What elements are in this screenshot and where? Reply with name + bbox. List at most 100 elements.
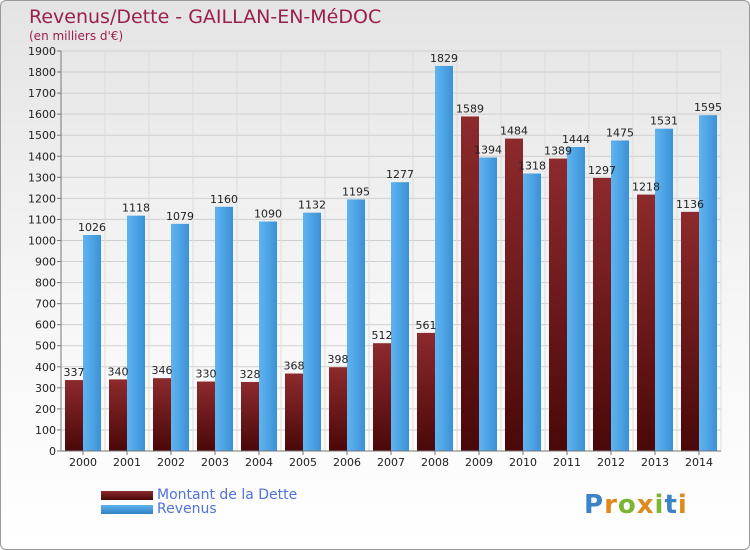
bar-dette — [285, 373, 303, 451]
bar-dette — [65, 380, 83, 451]
data-label-revenus: 1444 — [562, 133, 590, 146]
x-tick-label: 2000 — [69, 456, 97, 469]
x-tick-label: 2014 — [685, 456, 713, 469]
data-label-revenus: 1318 — [518, 160, 546, 173]
y-tick-label: 1300 — [28, 171, 56, 184]
bar-revenus — [127, 215, 145, 451]
bar-revenus — [347, 199, 365, 451]
bar-revenus — [303, 212, 321, 451]
data-label-revenus: 1079 — [166, 210, 194, 223]
bar-revenus — [567, 147, 585, 451]
x-tick-label: 2011 — [553, 456, 581, 469]
legend: Montant de la Dette Revenus — [101, 486, 298, 517]
bar-revenus — [391, 182, 409, 451]
data-label-dette: 330 — [196, 368, 217, 381]
x-tick-label: 2006 — [333, 456, 361, 469]
y-tick-label: 1100 — [28, 213, 56, 226]
data-label-dette: 1589 — [456, 102, 484, 115]
y-tick-label: 1200 — [28, 192, 56, 205]
data-label-revenus: 1475 — [606, 126, 634, 139]
y-tick-label: 400 — [35, 361, 56, 374]
brand-logo: Proxiti — [584, 490, 688, 520]
data-label-dette: 368 — [284, 360, 305, 373]
y-tick-label: 100 — [35, 424, 56, 437]
x-tick-label: 2005 — [289, 456, 317, 469]
y-tick-label: 1500 — [28, 129, 56, 142]
data-label-revenus: 1090 — [254, 208, 282, 221]
legend-swatch-revenus — [101, 504, 153, 514]
bar-dette — [153, 378, 171, 451]
bar-dette — [505, 138, 523, 451]
data-label-revenus: 1277 — [386, 168, 414, 181]
y-tick-label: 700 — [35, 298, 56, 311]
bar-revenus — [479, 157, 497, 452]
data-label-dette: 1389 — [544, 145, 572, 158]
data-label-revenus: 1118 — [122, 202, 150, 215]
y-tick-label: 600 — [35, 319, 56, 332]
data-label-dette: 328 — [240, 368, 261, 381]
data-label-revenus: 1394 — [474, 144, 502, 157]
bar-dette — [593, 177, 611, 451]
y-tick-label: 1400 — [28, 150, 56, 163]
bar-dette — [329, 367, 347, 451]
bar-revenus — [83, 235, 101, 451]
x-tick-label: 2001 — [113, 456, 141, 469]
bar-dette — [197, 381, 215, 451]
bar-revenus — [259, 221, 277, 451]
data-label-revenus: 1132 — [298, 199, 326, 212]
chart-subtitle: (en milliers d'€) — [29, 29, 124, 43]
data-label-dette: 337 — [64, 366, 85, 379]
y-tick-label: 0 — [49, 445, 56, 458]
data-label-revenus: 1531 — [650, 115, 678, 128]
data-label-dette: 1218 — [632, 181, 660, 194]
data-label-dette: 1297 — [588, 164, 616, 177]
y-tick-label: 1700 — [28, 87, 56, 100]
bar-revenus — [171, 223, 189, 451]
x-tick-label: 2002 — [157, 456, 185, 469]
legend-swatch-debt — [101, 490, 153, 500]
data-label-dette: 561 — [416, 319, 437, 332]
bar-dette — [373, 343, 391, 451]
x-tick-label: 2007 — [377, 456, 405, 469]
bar-revenus — [435, 65, 453, 452]
bar-dette — [681, 211, 699, 451]
y-tick-label: 300 — [35, 382, 56, 395]
x-tick-label: 2012 — [597, 456, 625, 469]
x-tick-label: 2009 — [465, 456, 493, 469]
data-label-revenus: 1160 — [210, 193, 238, 206]
y-tick-label: 1000 — [28, 234, 56, 247]
x-tick-label: 2013 — [641, 456, 669, 469]
data-label-revenus: 1595 — [694, 101, 722, 114]
bar-revenus — [215, 206, 233, 451]
bar-revenus — [523, 173, 541, 452]
y-tick-label: 1800 — [28, 66, 56, 79]
data-label-dette: 1136 — [676, 198, 704, 211]
legend-label-debt: Montant de la Dette — [157, 486, 298, 503]
data-label-dette: 398 — [328, 353, 349, 366]
data-label-revenus: 1026 — [78, 221, 106, 234]
x-tick-label: 2010 — [509, 456, 537, 469]
bar-dette — [417, 332, 435, 451]
data-label-revenus: 1195 — [342, 185, 370, 198]
legend-item-revenus: Revenus — [101, 500, 297, 517]
data-label-dette: 1484 — [500, 125, 528, 138]
bar-revenus — [655, 128, 673, 451]
data-label-revenus: 1829 — [430, 52, 458, 65]
bar-dette — [461, 116, 479, 451]
legend-item-debt: Montant de la Dette — [101, 486, 298, 503]
bar-dette — [109, 379, 127, 451]
y-tick-label: 500 — [35, 340, 56, 353]
y-tick-label: 1900 — [28, 45, 56, 58]
x-tick-label: 2004 — [245, 456, 273, 469]
legend-label-revenus: Revenus — [157, 500, 217, 517]
x-tick-label: 2008 — [421, 456, 449, 469]
bar-dette — [549, 158, 567, 451]
bar-dette — [637, 194, 655, 451]
bar-dette — [241, 381, 259, 451]
data-label-dette: 340 — [108, 365, 129, 378]
chart-title: Revenus/Dette - GAILLAN-EN-MéDOC — [29, 6, 382, 28]
y-tick-label: 1600 — [28, 108, 56, 121]
bar-revenus — [611, 140, 629, 451]
